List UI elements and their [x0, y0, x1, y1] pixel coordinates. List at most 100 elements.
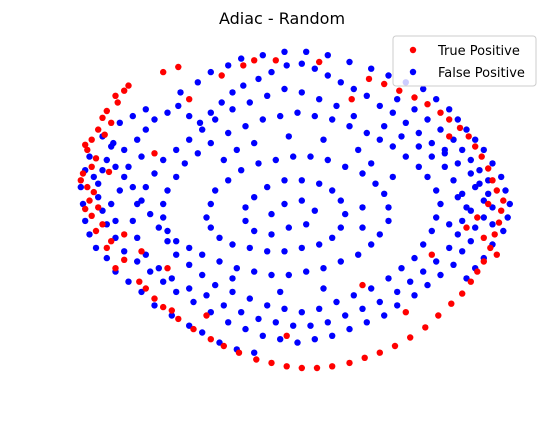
false-positive-point-216	[324, 52, 331, 59]
false-positive-point-285	[116, 187, 124, 194]
false-positive-point-262	[433, 258, 440, 265]
false-positive-point-137	[324, 156, 331, 164]
false-positive-point-234	[212, 116, 219, 123]
false-positive-point-12	[229, 89, 236, 96]
true-positive-point-76	[175, 63, 182, 71]
false-positive-point-183	[506, 200, 513, 208]
false-positive-point-201	[151, 302, 158, 309]
false-positive-point-8	[186, 112, 193, 120]
false-positive-point-50	[259, 332, 266, 339]
false-positive-point-173	[281, 200, 288, 208]
false-positive-point-79	[246, 295, 253, 302]
false-positive-point-250	[238, 309, 245, 316]
false-positive-point-111	[181, 160, 188, 167]
true-positive-point-25	[121, 256, 128, 263]
true-positive-point-46	[407, 334, 414, 341]
false-positive-point-190	[86, 153, 93, 160]
false-positive-point-31	[476, 180, 483, 187]
false-positive-point-273	[381, 123, 388, 130]
false-positive-point-292	[472, 183, 479, 191]
false-positive-point-133	[381, 190, 388, 197]
false-positive-point-22	[363, 92, 370, 100]
false-positive-point-99	[376, 136, 383, 143]
false-positive-point-229	[298, 89, 305, 96]
false-positive-point-283	[108, 200, 115, 208]
true-positive-point-5	[99, 114, 106, 122]
true-positive-point-19	[95, 204, 102, 211]
false-positive-point-115	[160, 214, 167, 221]
false-positive-point-158	[337, 197, 344, 204]
false-positive-point-83	[316, 305, 323, 312]
true-positive-point-50	[459, 290, 466, 297]
false-positive-point-236	[186, 136, 193, 143]
true-positive-point-79	[474, 214, 481, 221]
false-positive-point-245	[155, 265, 162, 272]
true-positive-point-29	[151, 295, 158, 302]
false-positive-point-197	[103, 254, 111, 262]
false-positive-point-205	[216, 339, 223, 346]
true-positive-point-33	[207, 336, 214, 343]
true-positive-point-89	[218, 72, 225, 79]
false-positive-point-54	[190, 298, 197, 306]
false-positive-point-182	[502, 187, 509, 194]
false-positive-point-69	[129, 183, 136, 191]
false-positive-point-134	[372, 180, 379, 187]
false-positive-point-92	[433, 214, 440, 221]
true-positive-point-94	[359, 281, 366, 289]
false-positive-point-34	[480, 214, 487, 221]
false-positive-point-174	[268, 210, 275, 218]
false-positive-point-163	[264, 183, 271, 191]
false-positive-point-309	[389, 173, 396, 181]
true-positive-point-86	[151, 150, 158, 157]
true-positive-point-64	[465, 133, 472, 140]
false-positive-point-103	[311, 112, 318, 120]
false-positive-point-237	[173, 146, 180, 154]
false-positive-point-239	[151, 170, 158, 177]
false-positive-point-78	[229, 288, 236, 296]
true-positive-point-47	[422, 324, 429, 331]
false-positive-point-212	[238, 55, 245, 62]
false-positive-point-252	[272, 319, 279, 326]
legend-label-true-positive: True Positive	[437, 44, 520, 59]
true-positive-point-11	[84, 146, 91, 154]
true-positive-point-77	[446, 133, 453, 140]
false-positive-point-60	[112, 234, 119, 241]
false-positive-point-270	[428, 153, 435, 160]
false-positive-point-302	[233, 146, 240, 154]
false-positive-point-156	[337, 224, 344, 231]
false-positive-point-10	[207, 109, 214, 116]
false-positive-point-143	[225, 177, 232, 184]
false-positive-point-203	[186, 322, 193, 329]
true-positive-point-75	[160, 68, 167, 76]
false-positive-point-256	[342, 312, 349, 319]
true-positive-point-65	[456, 124, 464, 132]
false-positive-point-153	[298, 244, 305, 252]
false-positive-point-98	[389, 143, 396, 150]
true-positive-point-17	[90, 188, 98, 196]
false-positive-point-272	[398, 133, 405, 140]
false-positive-point-144	[212, 187, 219, 194]
false-positive-point-89	[411, 254, 418, 262]
true-positive-point-34	[220, 342, 227, 350]
false-positive-point-57	[147, 268, 154, 275]
true-positive-point-92	[203, 312, 210, 319]
false-positive-point-155	[329, 234, 336, 241]
false-positive-point-230	[281, 85, 288, 93]
false-positive-point-132	[385, 204, 392, 211]
false-positive-point-202	[168, 312, 175, 319]
false-positive-point-232	[246, 99, 253, 106]
false-positive-point-140	[272, 156, 279, 164]
false-positive-point-222	[433, 96, 440, 103]
legend: True Positive False Positive	[392, 35, 537, 87]
false-positive-point-260	[407, 278, 414, 285]
false-positive-point-44	[363, 319, 370, 326]
false-positive-point-25	[402, 119, 409, 127]
false-positive-point-218	[368, 65, 375, 72]
true-positive-point-40	[313, 364, 321, 372]
false-positive-point-37	[459, 248, 466, 255]
false-positive-point-36	[467, 238, 474, 245]
false-positive-point-193	[79, 200, 87, 208]
false-positive-point-104	[294, 109, 301, 116]
false-positive-point-33	[489, 204, 496, 211]
false-positive-point-32	[485, 190, 492, 197]
